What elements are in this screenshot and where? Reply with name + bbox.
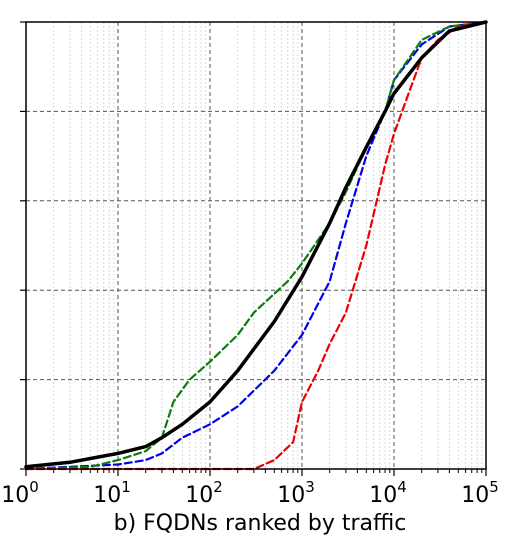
x-tick-label: 101 <box>93 478 131 508</box>
x-tick-label-exponent: 5 <box>489 478 499 496</box>
x-tick-label-exponent: 1 <box>121 478 131 496</box>
x-tick-label-base: 10 <box>277 483 305 508</box>
series-layer <box>24 20 488 471</box>
x-tick-label-exponent: 3 <box>305 478 315 496</box>
series-line-1 <box>24 20 488 471</box>
x-tick-label-base: 10 <box>185 483 213 508</box>
plot-frame <box>25 21 487 470</box>
x-tick-label-base: 10 <box>1 483 29 508</box>
series-line-2 <box>24 20 488 471</box>
x-tick-label-base: 10 <box>369 483 397 508</box>
major-grid <box>26 22 486 469</box>
x-tick-label: 100 <box>1 478 39 508</box>
x-tick-label-base: 10 <box>93 483 121 508</box>
x-tick-label: 104 <box>369 478 407 508</box>
x-axis-label: b) FQDNs ranked by traffic <box>114 511 407 536</box>
series-line-3 <box>24 20 488 471</box>
x-tick-label-exponent: 0 <box>29 478 39 496</box>
x-tick-label: 103 <box>277 478 315 508</box>
x-tick-label: 102 <box>185 478 223 508</box>
minor-grid <box>53 22 483 469</box>
x-tick-label-base: 10 <box>461 483 489 508</box>
ticks-layer: 100 101 102 103 104 105 <box>1 21 499 508</box>
x-tick-label-exponent: 2 <box>213 478 223 496</box>
x-tick-label: 105 <box>461 478 499 508</box>
x-tick-label-exponent: 4 <box>397 478 407 496</box>
series-line-0 <box>24 20 488 469</box>
